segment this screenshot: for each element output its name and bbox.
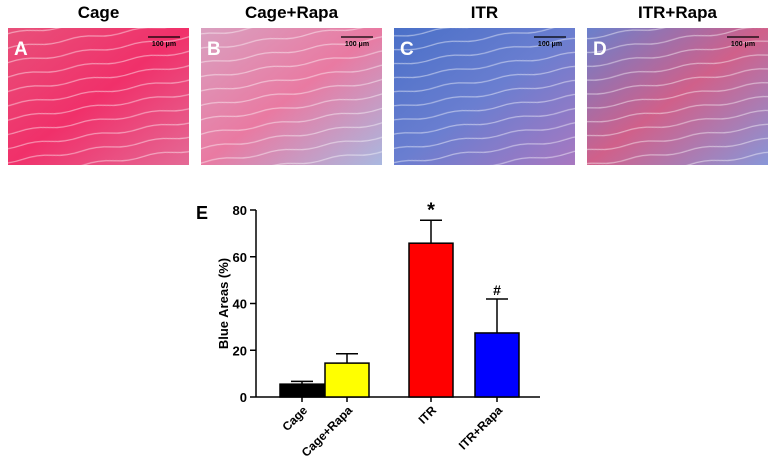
- bar: [324, 362, 370, 398]
- bar: [474, 332, 520, 398]
- scale-label: 100 μm: [345, 41, 369, 48]
- y-tick-label: 20: [233, 343, 247, 358]
- panel-title: ITR: [471, 3, 498, 22]
- panel-title: Cage: [78, 3, 120, 22]
- x-tick-label: ITR+Rapa: [456, 403, 506, 453]
- scale-label: 100 μm: [538, 41, 562, 48]
- y-tick-label: 60: [233, 250, 247, 265]
- panel-label: E: [196, 203, 208, 223]
- x-tick-label: Cage: [279, 403, 310, 434]
- bar: [408, 242, 454, 398]
- y-tick-label: 40: [233, 297, 247, 312]
- y-axis-label: Blue Areas (%): [216, 258, 231, 349]
- significance-mark: #: [493, 282, 501, 298]
- micrograph-texture: [587, 28, 768, 165]
- micrograph-panels: Cage A 100 μm Cage+Rapa B 100 μm ITR C 100 μm ITR…: [8, 3, 768, 165]
- micrograph-texture: [8, 28, 189, 165]
- panel-letter: B: [207, 39, 221, 60]
- significance-mark: *: [427, 199, 435, 221]
- panel-title: ITR+Rapa: [638, 3, 717, 22]
- y-tick-label: 0: [240, 390, 247, 405]
- panel-title: Cage+Rapa: [245, 3, 339, 22]
- scale-label: 100 μm: [731, 41, 755, 48]
- x-tick-label: ITR: [416, 403, 440, 427]
- panel-letter: C: [400, 39, 414, 60]
- micrograph-texture: [394, 28, 575, 165]
- panel-letter: A: [14, 39, 28, 60]
- panel-letter: D: [593, 39, 607, 60]
- scale-label: 100 μm: [152, 41, 176, 48]
- micrograph-texture: [201, 28, 382, 165]
- y-tick-label: 80: [233, 203, 247, 218]
- bar: [279, 383, 325, 398]
